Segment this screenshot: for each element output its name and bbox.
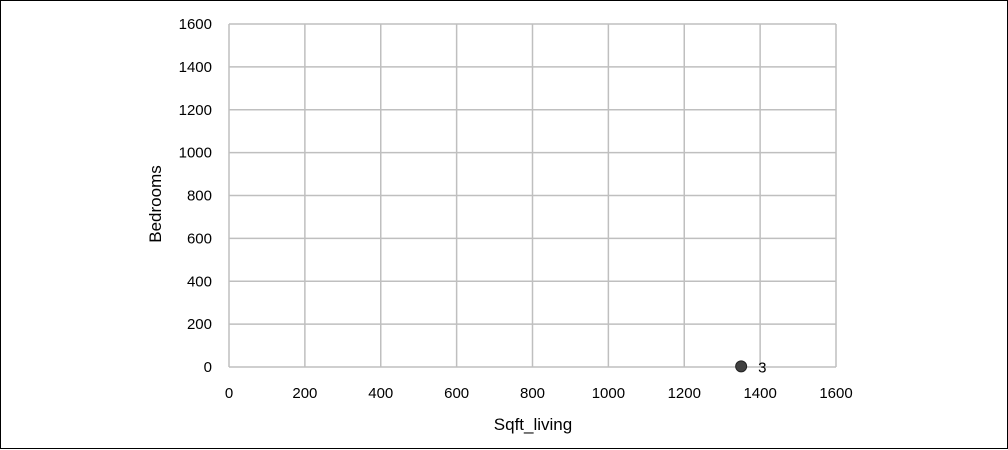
x-tick-label: 1400	[743, 385, 776, 402]
x-tick-label: 800	[520, 385, 545, 402]
y-tick-label: 800	[187, 188, 212, 205]
x-tick-label: 1200	[668, 385, 701, 402]
x-tick-label: 200	[292, 385, 317, 402]
x-tick-label: 1600	[819, 385, 852, 402]
y-tick-label: 1200	[179, 102, 212, 119]
x-axis-ticks: 0 200 400 600 800 1000 1200 1400 1600	[225, 385, 853, 402]
y-tick-label: 1400	[179, 59, 212, 76]
data-label: 3	[758, 359, 766, 376]
x-tick-label: 0	[225, 385, 233, 402]
y-tick-label: 600	[187, 230, 212, 247]
data-points: 3	[735, 359, 767, 376]
x-axis-label: Sqft_living	[494, 415, 572, 434]
y-tick-label: 400	[187, 273, 212, 290]
gridlines	[228, 23, 837, 368]
x-tick-label: 1000	[592, 385, 625, 402]
y-axis-ticks: 0 200 400 600 800 1000 1200 1400 1600	[179, 16, 212, 376]
x-tick-label: 400	[368, 385, 393, 402]
scatter-point	[735, 360, 748, 373]
y-axis-label: Bedrooms	[146, 165, 165, 242]
y-tick-label: 0	[204, 359, 212, 376]
y-tick-label: 1600	[179, 16, 212, 33]
y-tick-label: 1000	[179, 145, 212, 162]
y-tick-label: 200	[187, 316, 212, 333]
x-tick-label: 600	[444, 385, 469, 402]
